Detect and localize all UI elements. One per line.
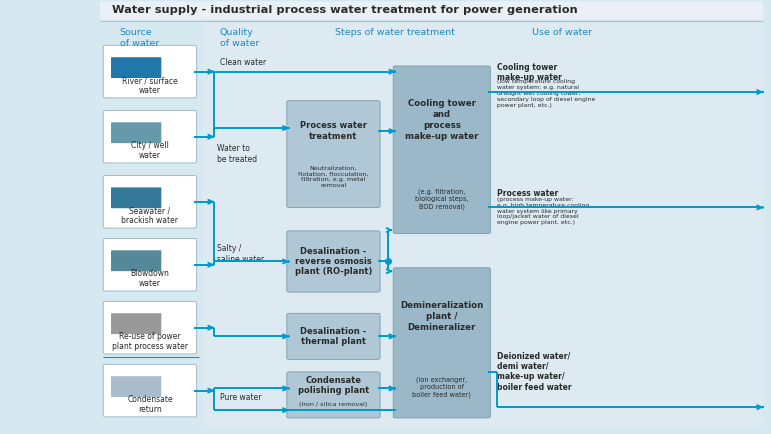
Text: Condensate
return: Condensate return (127, 395, 173, 414)
Text: City / well
water: City / well water (131, 141, 169, 160)
FancyBboxPatch shape (103, 175, 197, 228)
Text: Process water
treatment: Process water treatment (300, 122, 367, 141)
FancyBboxPatch shape (103, 22, 199, 427)
Text: (Iron / silica removal): (Iron / silica removal) (299, 402, 368, 407)
Text: Blowdown
water: Blowdown water (130, 269, 170, 288)
Text: Seawater /
brackish water: Seawater / brackish water (122, 206, 178, 225)
Text: Re-use of power
plant process water: Re-use of power plant process water (112, 332, 188, 351)
FancyBboxPatch shape (287, 231, 380, 292)
FancyBboxPatch shape (100, 1, 763, 20)
FancyBboxPatch shape (111, 376, 161, 397)
Text: Clean water: Clean water (220, 59, 266, 67)
FancyBboxPatch shape (199, 22, 762, 427)
Text: River / surface
water: River / surface water (122, 76, 178, 95)
Text: Desalination -
reverse osmosis
plant (RO-plant): Desalination - reverse osmosis plant (RO… (295, 247, 372, 276)
FancyBboxPatch shape (111, 250, 161, 271)
Text: (process make-up water:
e.g. high temperature cooling
water system like primary
: (process make-up water: e.g. high temper… (497, 197, 590, 225)
FancyBboxPatch shape (0, 0, 202, 434)
Text: Process water: Process water (497, 189, 558, 198)
Text: Deionized water/
demi water/
make-up water/
boiler feed water: Deionized water/ demi water/ make-up wat… (497, 352, 572, 392)
FancyBboxPatch shape (287, 372, 380, 418)
FancyBboxPatch shape (393, 268, 490, 418)
Text: Neutralization,
flotation, flocculation,
filtration, e.g. metal
removal: Neutralization, flotation, flocculation,… (298, 166, 369, 188)
FancyBboxPatch shape (103, 46, 197, 98)
FancyBboxPatch shape (111, 313, 161, 334)
Text: Water to
be treated: Water to be treated (217, 145, 258, 164)
FancyBboxPatch shape (111, 57, 161, 78)
Text: Demineralization
plant /
Demineralizer: Demineralization plant / Demineralizer (400, 301, 483, 332)
FancyBboxPatch shape (393, 66, 490, 233)
Text: Use of water: Use of water (532, 28, 592, 37)
Text: Salty /
saline water: Salty / saline water (217, 244, 264, 263)
Text: Pure water: Pure water (220, 394, 261, 402)
FancyBboxPatch shape (111, 122, 161, 143)
Text: Quality
of water: Quality of water (220, 28, 259, 48)
FancyBboxPatch shape (103, 110, 197, 163)
Text: (e.g. filtration,
biological steps,
BOD removal): (e.g. filtration, biological steps, BOD … (415, 189, 469, 210)
Text: (low temperature cooling
water system: e.g. natural
draught wet cooling tower,
s: (low temperature cooling water system: e… (497, 79, 596, 108)
Text: (Ion exchanger,
production of
boiler feed water): (Ion exchanger, production of boiler fee… (412, 377, 471, 398)
FancyBboxPatch shape (287, 101, 380, 207)
Text: Water supply - industrial process water treatment for power generation: Water supply - industrial process water … (112, 5, 577, 16)
FancyBboxPatch shape (103, 365, 197, 417)
Text: Cooling tower
make-up water: Cooling tower make-up water (497, 63, 562, 82)
Text: Source
of water: Source of water (120, 28, 159, 48)
FancyBboxPatch shape (111, 187, 161, 208)
Text: Desalination -
thermal plant: Desalination - thermal plant (301, 327, 366, 346)
FancyBboxPatch shape (103, 301, 197, 354)
Text: Condensate
polishing plant: Condensate polishing plant (298, 376, 369, 395)
Text: Steps of water treatment: Steps of water treatment (335, 28, 455, 37)
Text: Cooling tower
and
process
make-up water: Cooling tower and process make-up water (405, 99, 479, 141)
FancyBboxPatch shape (103, 239, 197, 291)
FancyBboxPatch shape (287, 313, 380, 359)
